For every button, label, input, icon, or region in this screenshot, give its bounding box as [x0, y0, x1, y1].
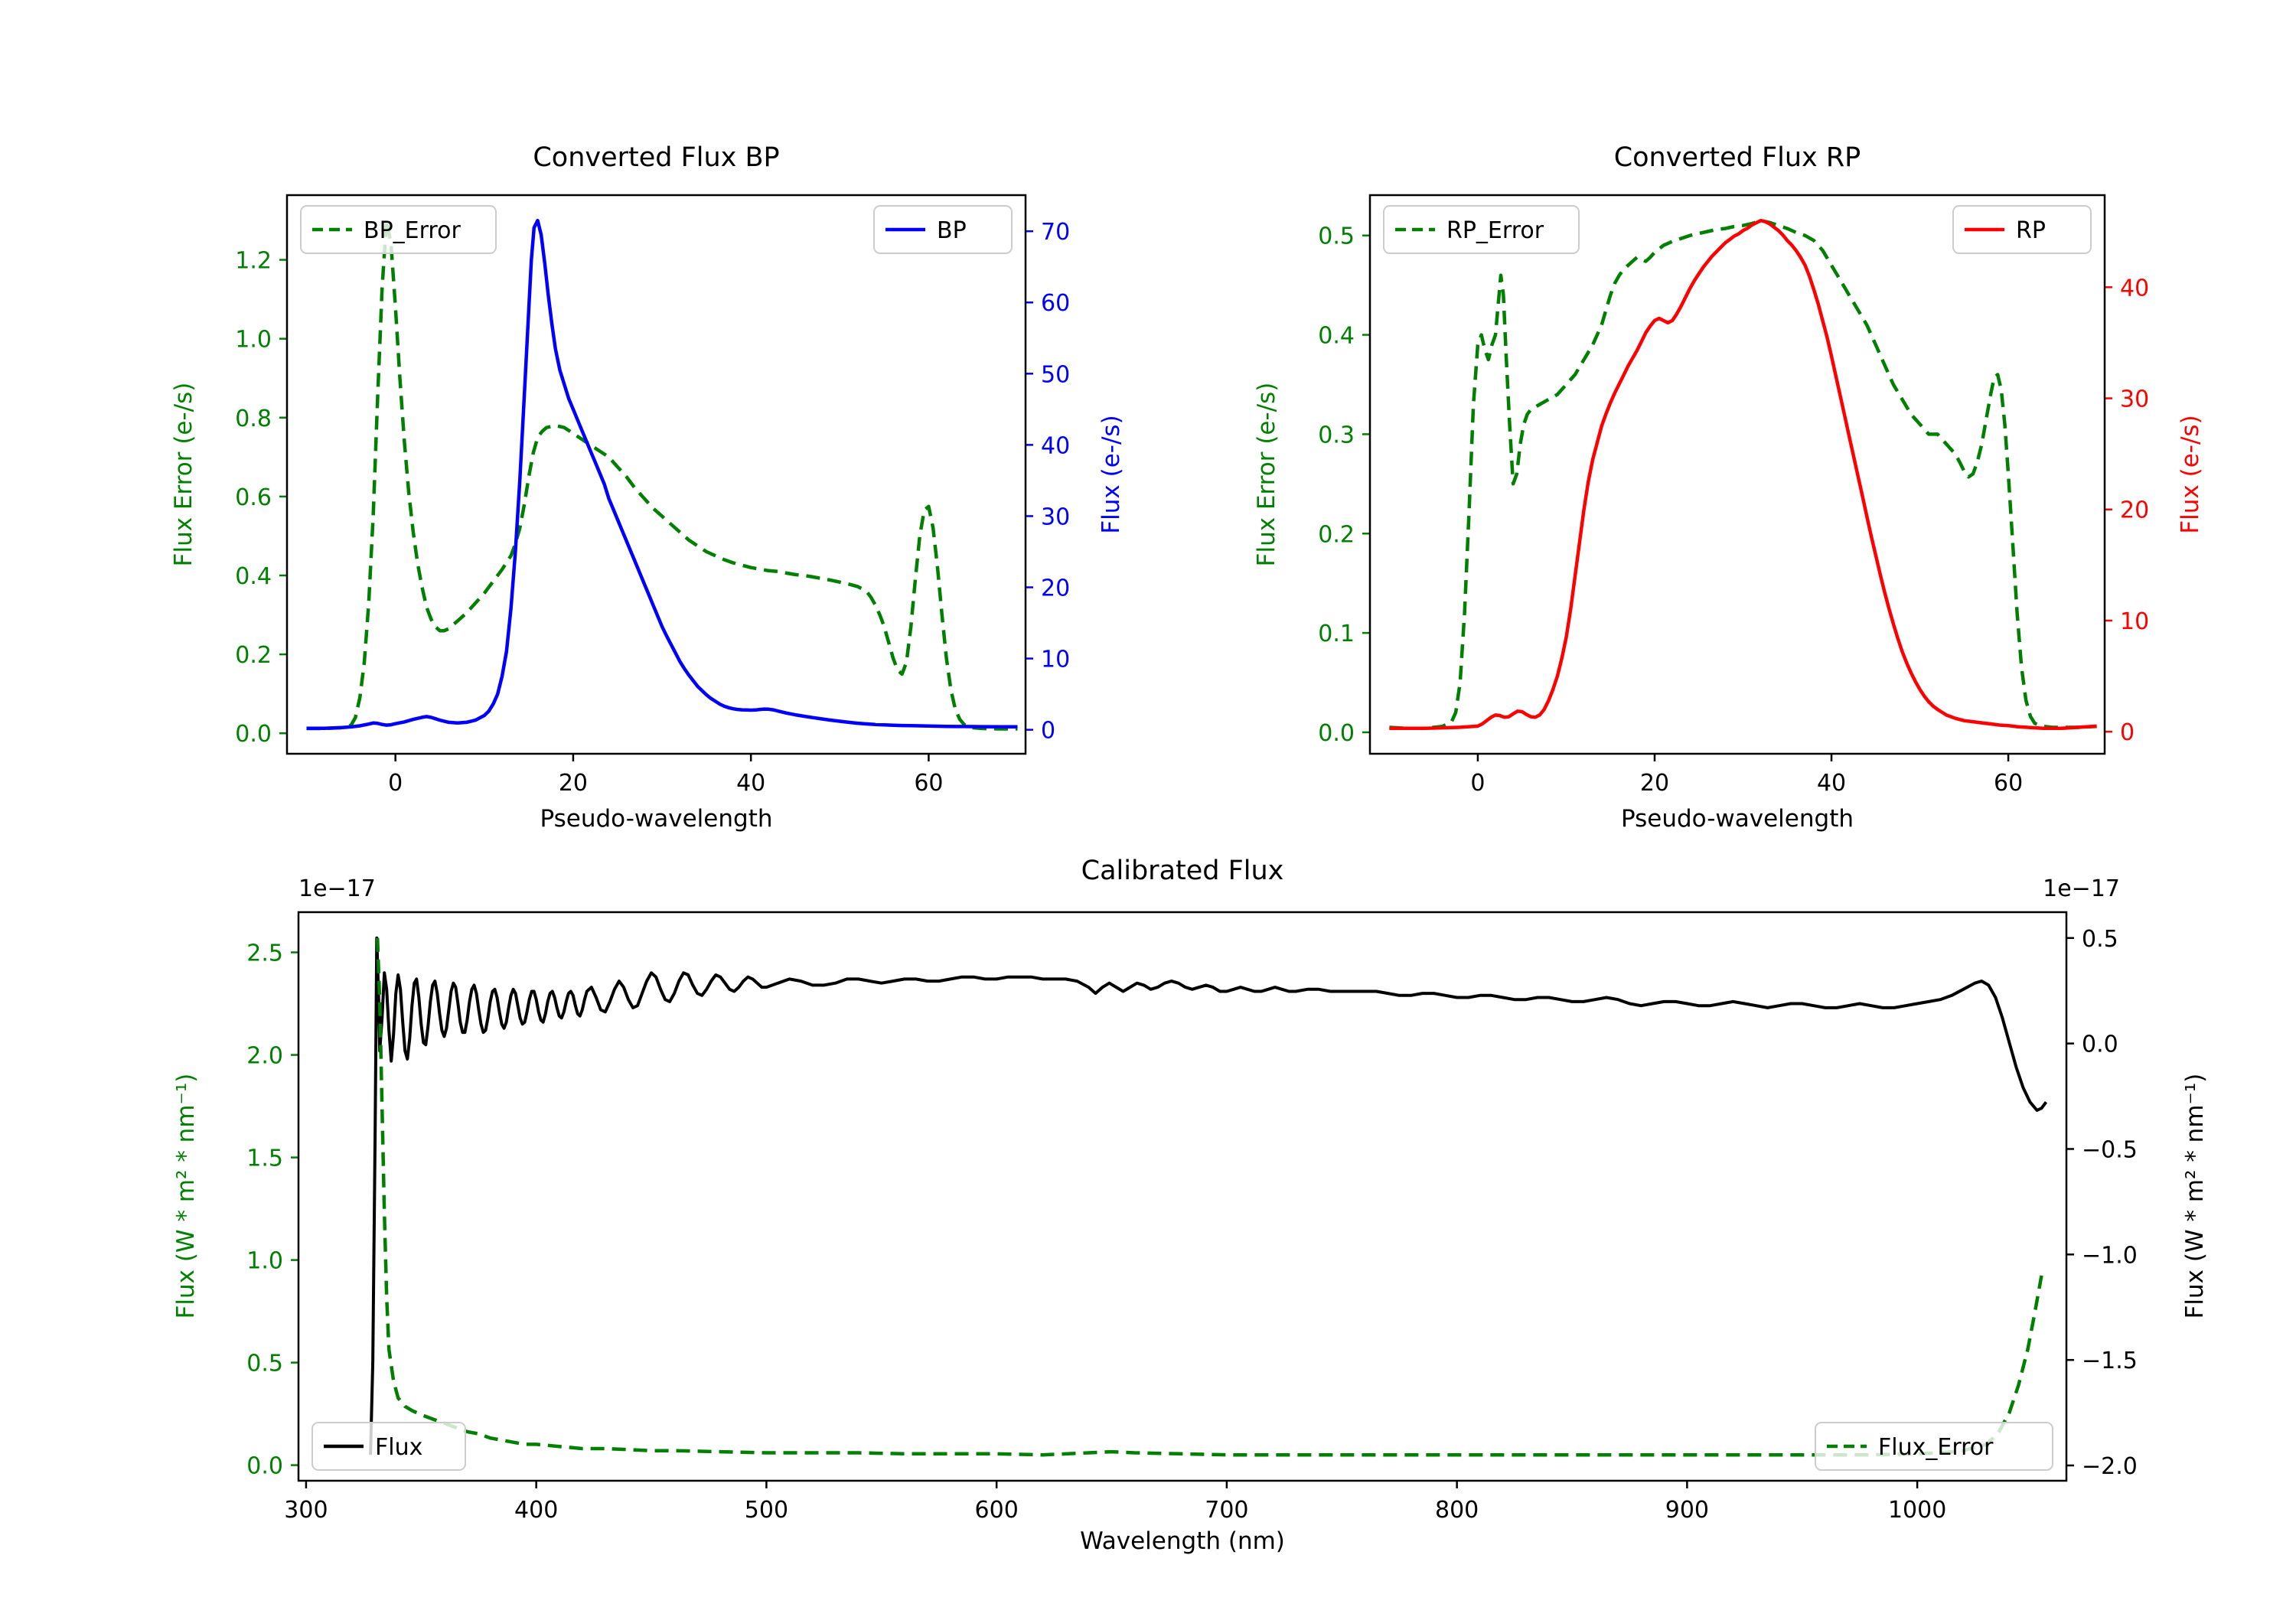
left-y-tick-label: 0.2	[1318, 521, 1355, 548]
series-group	[306, 218, 1018, 731]
legend-box	[1952, 205, 2092, 254]
right-y-tick-label: 20	[2120, 497, 2149, 524]
x-tick-label: 700	[1205, 1497, 1248, 1524]
left-y-tick-label: 0.4	[235, 563, 272, 590]
right-y-tick-label: 0	[1041, 718, 1055, 745]
right-y-tick-label: −2.0	[2082, 1453, 2138, 1480]
left-y-tick-label: 0.6	[235, 484, 272, 511]
left-y-tick-label: 1.5	[246, 1146, 283, 1172]
chart-bp-right-yaxis-label: Flux (e-/s)	[1097, 415, 1125, 534]
left-axis-offset-text: 1e−17	[298, 875, 376, 902]
left-y-tick-label: 0.1	[1318, 621, 1355, 647]
x-tick-label: 600	[975, 1497, 1019, 1524]
series-Flux_Error	[375, 937, 2043, 1457]
right-y-tick-label: 50	[1041, 361, 1070, 388]
left-y-tick-label: 0.2	[235, 642, 272, 669]
right-y-tick-label: 30	[2120, 386, 2149, 413]
right-y-tick-label: 20	[1041, 575, 1070, 602]
right-axis-offset-text: 1e−17	[2043, 875, 2120, 902]
x-tick-label: 60	[914, 770, 943, 797]
chart-rp-title: Converted Flux RP	[1613, 142, 1861, 173]
chart-bp-xaxis-label: Pseudo-wavelength	[540, 805, 773, 833]
legend-label: Flux	[375, 1434, 422, 1461]
left-y-tick-label: 1.2	[235, 248, 272, 275]
legend-box	[311, 1422, 466, 1471]
legend-box	[1815, 1422, 2053, 1471]
chart-bp-left-yaxis-label: Flux Error (e-/s)	[170, 382, 197, 567]
x-tick-label: 900	[1665, 1497, 1709, 1524]
x-tick-label: 1000	[1888, 1497, 1946, 1524]
axes-box	[1368, 194, 2106, 755]
right-y-tick-label: 0.0	[2082, 1032, 2118, 1058]
x-tick-label: 300	[284, 1497, 328, 1524]
left-y-tick-label: 0.5	[1318, 223, 1355, 250]
legend-box	[1383, 205, 1580, 254]
left-y-tick-label: 0.0	[246, 1453, 283, 1480]
series-group	[1389, 218, 2097, 731]
right-y-tick-label: 30	[1041, 504, 1070, 530]
right-y-tick-label: 10	[2120, 608, 2149, 635]
x-tick-label: 20	[1640, 770, 1669, 797]
x-tick-label: 40	[1817, 770, 1846, 797]
left-y-tick-label: 2.0	[246, 1043, 283, 1070]
left-y-tick-label: 1.0	[235, 327, 272, 354]
right-y-tick-label: 10	[1041, 647, 1070, 673]
chart-rp-right-yaxis-label: Flux (e-/s)	[2177, 415, 2204, 534]
chart-1: 0 20 40 60 0.0 0.1 0.2 0.3 0.4 0.5 0 10 20 30 40 RP_Err…	[1318, 194, 2149, 797]
chart-rp-left-yaxis-label: Flux Error (e-/s)	[1253, 382, 1280, 567]
legend-label: BP	[937, 217, 967, 244]
left-y-tick-label: 0.3	[1318, 422, 1355, 448]
legend-label: BP_Error	[364, 217, 461, 244]
chart-rp-xaxis-label: Pseudo-wavelength	[1620, 805, 1854, 833]
chart-calibrated-title: Calibrated Flux	[1081, 856, 1284, 886]
axes-box	[285, 194, 1027, 755]
x-tick-label: 20	[559, 770, 588, 797]
right-y-tick-label: 70	[1041, 219, 1070, 246]
x-tick-label: 0	[388, 770, 403, 797]
series-BP	[306, 218, 1018, 731]
axes-box	[297, 911, 2068, 1482]
left-y-tick-label: 1.0	[246, 1248, 283, 1275]
series-group	[369, 936, 2048, 1457]
series-Flux	[369, 936, 2048, 1455]
left-y-tick-label: 0.0	[235, 721, 272, 748]
left-y-tick-label: 2.5	[246, 940, 283, 967]
x-tick-label: 500	[745, 1497, 788, 1524]
series-BP_Error	[306, 218, 1018, 731]
x-tick-label: 40	[736, 770, 765, 797]
series-RP	[1389, 218, 2097, 731]
right-y-tick-label: −0.5	[2082, 1136, 2138, 1163]
legend-label: RP	[2016, 217, 2046, 244]
chart-calibrated-left-yaxis-label: Flux (W * m² * nm⁻¹)	[172, 1073, 200, 1319]
x-tick-label: 800	[1435, 1497, 1479, 1524]
chart-bp-title: Converted Flux BP	[533, 142, 780, 173]
chart-calibrated-xaxis-label: Wavelength (nm)	[1080, 1527, 1285, 1555]
right-y-tick-label: 0	[2120, 719, 2135, 746]
x-tick-label: 60	[1994, 770, 2023, 797]
legend-label: Flux_Error	[1878, 1434, 1994, 1461]
right-y-tick-label: 40	[2120, 275, 2149, 302]
legend-box	[300, 205, 497, 254]
chart-2: 300 400 500 600 700 800 900 1000 0.0 0.5 1.0 1.5 2.0…	[246, 911, 2138, 1524]
left-y-tick-label: 0.8	[235, 406, 272, 432]
series-RP_Error	[1389, 218, 2097, 731]
right-y-tick-label: 40	[1041, 432, 1070, 459]
x-tick-label: 400	[514, 1497, 558, 1524]
left-y-tick-label: 0.5	[246, 1351, 283, 1377]
right-y-tick-label: 60	[1041, 290, 1070, 317]
right-y-tick-label: −1.5	[2082, 1348, 2138, 1374]
chart-calibrated-right-yaxis-label: Flux (W * m² * nm⁻¹)	[2181, 1073, 2209, 1319]
x-tick-label: 0	[1470, 770, 1485, 797]
legend-box	[873, 205, 1013, 254]
left-y-tick-label: 0.4	[1318, 323, 1355, 350]
right-y-tick-label: −1.0	[2082, 1242, 2138, 1269]
left-y-tick-label: 0.0	[1318, 720, 1355, 747]
right-y-tick-label: 0.5	[2082, 926, 2118, 953]
legend-label: RP_Error	[1446, 217, 1544, 244]
chart-0: 0 20 40 60 0.0 0.2 0.4 0.6 0.8 1.0 1.2 0 10 20 30 40 50 6…	[235, 194, 1070, 797]
